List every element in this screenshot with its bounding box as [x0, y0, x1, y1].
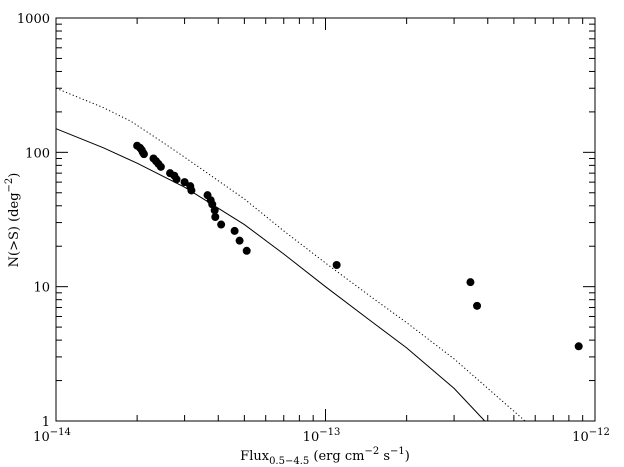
data-point [208, 200, 217, 209]
data-point [230, 226, 239, 235]
data-point [211, 213, 220, 222]
data-point [210, 206, 219, 215]
data-point [473, 301, 482, 310]
data-point [172, 175, 181, 184]
data-point [180, 178, 189, 187]
data-points [133, 141, 583, 351]
data-point [242, 246, 251, 255]
dotted-model-line [55, 87, 526, 422]
y-tick-label: 1 [42, 415, 50, 430]
data-point [466, 278, 475, 287]
data-point [332, 260, 341, 269]
y-tick-label: 10 [33, 281, 50, 296]
data-point [187, 186, 196, 195]
y-axis-label: N(>S) (deg−2) [4, 173, 22, 268]
y-tick-label: 100 [25, 146, 50, 161]
solid-model-line [55, 128, 486, 422]
tick-labels: 10−14 10−13 10−12 1 10 100 1000 [17, 12, 610, 445]
data-point [235, 236, 244, 245]
y-tick-label: 1000 [17, 12, 50, 27]
model-curves [55, 87, 526, 422]
x-tick-label: 10−12 [572, 427, 610, 445]
x-tick-label: 10−14 [33, 427, 71, 445]
data-point [156, 162, 165, 171]
x-tick-label: 10−13 [303, 427, 341, 445]
axis-ticks [55, 18, 595, 422]
x-axis-label: Flux0.5−4.5 (erg cm−2 s−1) [240, 446, 410, 467]
data-point [574, 342, 583, 351]
plot-frame [55, 17, 596, 422]
data-point [139, 150, 148, 159]
data-point [217, 220, 226, 229]
